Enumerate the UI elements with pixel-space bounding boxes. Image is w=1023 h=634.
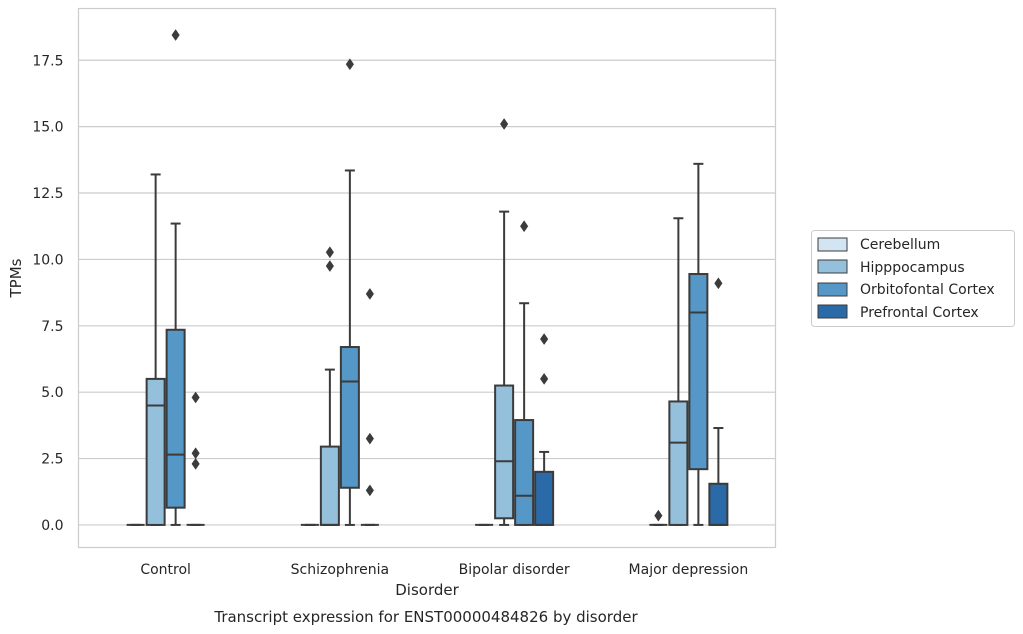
box-cerebellum-major-depression [649,509,668,526]
box-body [514,419,535,526]
outlier-point [540,333,549,346]
box-body [339,346,360,489]
box-prefrontal-cortex-major-depression [708,277,729,526]
gridlines [78,59,776,526]
box-orbitofontal-cortex-bipolar-disorder [514,220,535,526]
outlier-point [345,58,354,71]
outlier-point [365,484,374,497]
outlier-point [520,220,529,233]
legend-frame [811,230,1015,327]
outlier-point [171,29,180,41]
x-tick-label: Control [140,562,191,578]
box-body [668,400,689,526]
x-axis-ticks: Control Schizophrenia Bipolar disorder Majo… [140,562,748,578]
chart-caption: Transcript expression for ENST0000048482… [213,608,638,626]
y-tick-label: 5.0 [41,385,63,401]
box-body [688,273,709,471]
box-hipppocampus-bipolar-disorder [494,118,515,526]
legend-swatch-prefrontal [817,304,848,319]
outlier-point [191,391,200,404]
box-prefrontal-cortex-schizophrenia [360,287,379,526]
box-hipppocampus-major-depression [668,217,689,526]
x-tick-label: Bipolar disorder [459,562,570,578]
legend-swatch-hippocampus [817,259,848,274]
outlier-point [191,447,200,460]
x-axis-label: Disorder [395,581,459,599]
outlier-point [191,457,200,470]
y-tick-label: 7.5 [41,319,63,335]
outlier-point [365,287,374,300]
outlier-point [500,118,509,130]
x-tick-label: Schizophrenia [291,562,389,578]
box-body [165,328,186,509]
y-tick-label: 0.0 [41,518,63,534]
x-tick-label: Major depression [629,562,749,578]
outlier-point [540,372,549,385]
box-body [534,470,555,526]
outlier-point [714,277,723,290]
outlier-point [654,509,663,522]
y-tick-label: 12.5 [32,186,63,202]
y-tick-label: 17.5 [32,53,63,69]
legend-label-cerebellum: Cerebellum [860,237,940,253]
box-orbitofontal-cortex-major-depression [688,162,709,526]
box-hipppocampus-schizophrenia [319,246,340,526]
outlier-point [325,246,334,259]
box-body [494,384,515,520]
box-body [708,482,729,526]
y-tick-label: 15.0 [32,120,63,136]
box-body [319,445,340,526]
outlier-point [325,260,334,272]
box-orbitofontal-cortex-control [165,29,186,526]
y-tick-label: 10.0 [32,252,63,268]
plot-frame [77,7,777,549]
y-tick-label: 2.5 [41,452,63,468]
outlier-point [365,432,374,445]
box-hipppocampus-control [145,173,166,526]
boxes [126,29,729,526]
legend-label-orbitofrontal: Orbitofontal Cortex [860,282,995,298]
legend: Cerebellum Hipppocampus Orbitofontal Cor… [811,230,1015,327]
y-axis-label: TPMs [7,258,25,298]
y-axis-ticks: 0.0 2.5 5.0 7.5 10.0 12.5 15.0 17.5 [32,53,63,534]
legend-label-hippocampus: Hipppocampus [860,260,965,276]
box-orbitofontal-cortex-schizophrenia [339,58,360,526]
legend-swatch-orbitofrontal [817,282,848,297]
box-prefrontal-cortex-bipolar-disorder [534,333,555,526]
box-prefrontal-cortex-control [186,391,205,526]
box-body [145,377,166,526]
legend-label-prefrontal: Prefrontal Cortex [860,305,979,321]
legend-swatch-cerebellum [817,237,848,252]
